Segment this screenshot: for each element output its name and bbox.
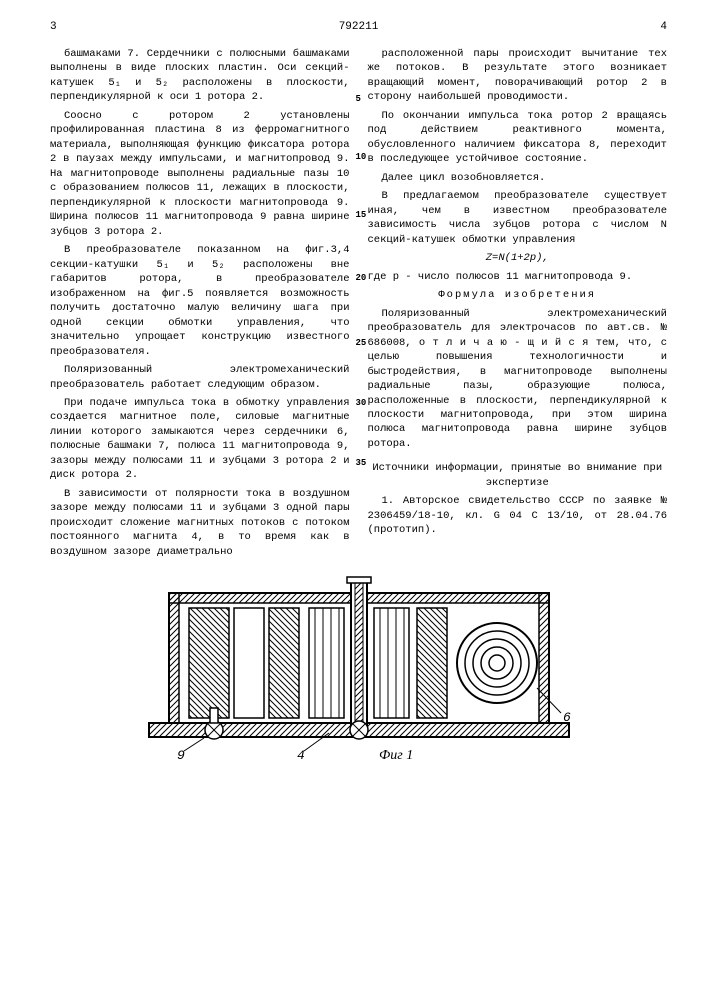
right-p6: Поляризованный электромеханический преоб… xyxy=(368,307,668,452)
right-p1: расположенной пары происходит вычитание … xyxy=(368,47,668,105)
line-num-30: 30 xyxy=(356,397,367,409)
left-p5: При подаче импульса тока в обмотку управ… xyxy=(50,396,350,483)
right-p4: В предлагаемом преобразователе существуе… xyxy=(368,189,668,247)
line-num-35: 35 xyxy=(356,457,367,469)
bolt-center xyxy=(350,721,368,739)
right-p2: По окончании импульса тока ротор 2 враща… xyxy=(368,109,668,167)
left-column: башмаками 7. Сердечники с полюсными башм… xyxy=(50,47,350,563)
left-p3: В преобразователе показанном на фиг.3,4 … xyxy=(50,243,350,359)
figure-label-4: 4 xyxy=(297,748,305,763)
figure-1-svg: 9 4 6 Фиг 1 xyxy=(119,573,599,763)
line-num-15: 15 xyxy=(356,209,367,221)
left-p4: Поляризованный электромеханический преоб… xyxy=(50,363,350,392)
left-p6: В зависимости от полярности тока в возду… xyxy=(50,487,350,559)
figure-label-6: 6 xyxy=(563,710,571,725)
left-p2: Соосно с ротором 2 установлены профилиро… xyxy=(50,109,350,239)
line-num-20: 20 xyxy=(356,272,367,284)
right-p7: 1. Авторское свидетельство СССР по заявк… xyxy=(368,494,668,537)
figure-1: 9 4 6 Фиг 1 xyxy=(50,573,667,763)
line-num-5: 5 xyxy=(356,93,361,105)
header-row: 3 792211 4 xyxy=(50,20,667,35)
line-num-25: 25 xyxy=(356,337,367,349)
text-columns: башмаками 7. Сердечники с полюсными башм… xyxy=(50,47,667,563)
right-column: 5 10 15 20 25 30 35 расположенной пары п… xyxy=(368,47,668,563)
formula: Z=N(1+2p), xyxy=(368,251,668,265)
sources-title: Источники информации, принятые во вниман… xyxy=(368,461,668,490)
patent-number: 792211 xyxy=(339,20,379,35)
right-p3: Далее цикл возобновляется. xyxy=(368,171,668,185)
claims-title: Формула изобретения xyxy=(368,288,668,302)
page-number-right: 4 xyxy=(660,20,667,35)
rotor-end-view xyxy=(457,623,537,703)
right-p5: где p - число полюсов 11 магнитопровода … xyxy=(368,270,668,284)
line-num-10: 10 xyxy=(356,151,367,163)
left-p1: башмаками 7. Сердечники с полюсными башм… xyxy=(50,47,350,105)
figure-caption: Фиг 1 xyxy=(379,748,413,763)
figure-label-9: 9 xyxy=(177,748,185,763)
page-number-left: 3 xyxy=(50,20,57,35)
